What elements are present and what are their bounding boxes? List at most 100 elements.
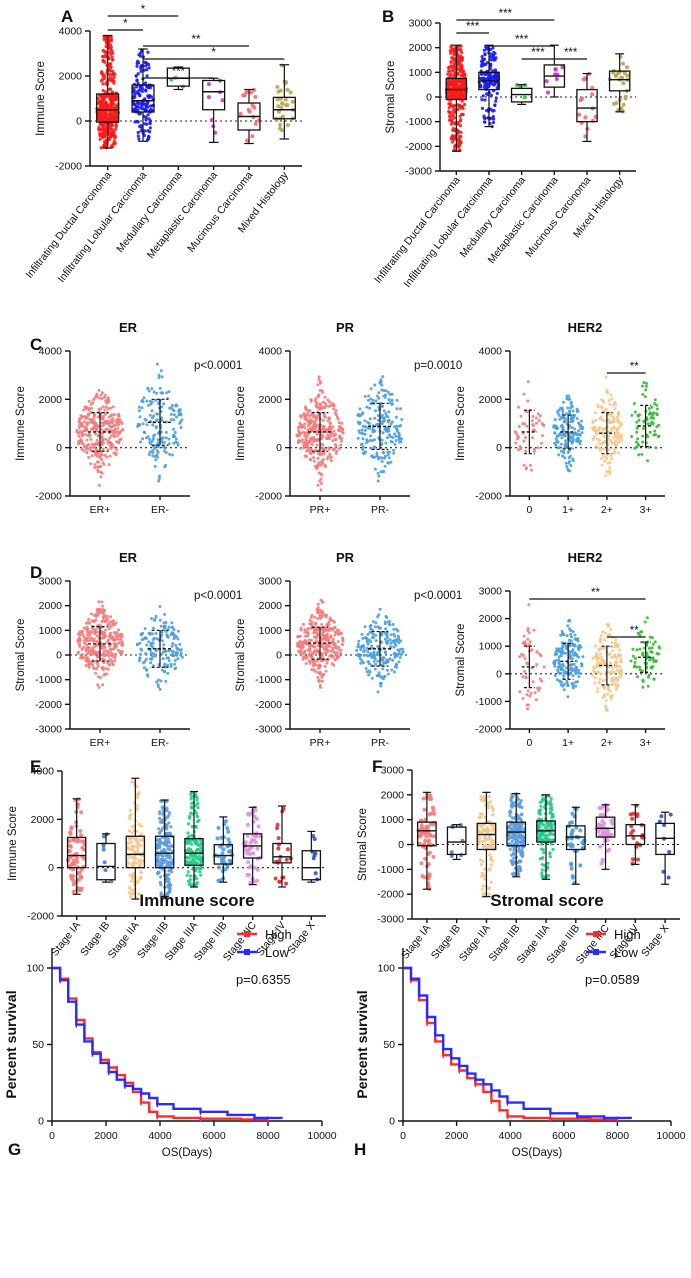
data-point-C2-0: [305, 449, 309, 453]
data-point-A-0: [111, 69, 115, 73]
data-point-D1-0: [109, 615, 113, 619]
p-value-C1: p<0.0001: [194, 360, 242, 372]
data-point-B-0: [460, 99, 464, 103]
data-point-C1-1: [140, 406, 144, 410]
data-point-C2-0: [316, 414, 320, 418]
data-point-A-1: [132, 102, 136, 106]
data-point-A-5: [284, 103, 289, 108]
data-point-D3-2: [607, 688, 611, 692]
data-point-D1-0: [86, 633, 89, 636]
data-point-A-1: [139, 129, 143, 133]
data-point-C3-2: [620, 433, 624, 437]
data-point-C1-0: [100, 443, 104, 447]
data-point-C1-0: [99, 465, 102, 469]
data-point-C2-0: [313, 414, 316, 418]
data-point-C2-1: [356, 436, 360, 440]
data-point-A-1: [138, 51, 143, 55]
data-point-C2-0: [338, 425, 342, 429]
data-point-B-0: [455, 91, 459, 95]
data-point-C3-0: [541, 434, 544, 438]
data-point-C1-0: [116, 434, 119, 438]
data-point-C1-1: [148, 450, 152, 454]
data-point-C3-2: [613, 400, 617, 404]
data-point-D3-0: [532, 628, 536, 632]
data-point-A-1: [135, 64, 139, 68]
data-point-C3-2: [607, 398, 611, 402]
data-point-D3-1: [576, 637, 580, 641]
data-point-D3-2: [596, 686, 600, 690]
data-point-D1-0: [109, 636, 113, 640]
data-point-C2-0: [304, 438, 308, 442]
data-point-C1-1: [156, 412, 159, 416]
data-point-C3-2: [602, 419, 606, 423]
data-point-B-0: [452, 62, 456, 66]
data-point-C2-1: [399, 407, 402, 411]
data-point-D3-2: [611, 649, 615, 653]
data-point-C1-1: [179, 420, 183, 424]
data-point-C3-2: [612, 417, 616, 420]
data-point-B-0: [451, 58, 456, 62]
data-point-D2-1: [386, 672, 390, 676]
data-point-A-5: [285, 123, 290, 128]
data-point-D3-0: [521, 697, 525, 700]
data-point-C1-1: [144, 418, 148, 422]
data-point-D2-0: [310, 613, 314, 617]
data-point-D3-3: [646, 684, 650, 688]
data-point-A-1: [137, 61, 141, 65]
data-point-D3-0: [535, 650, 539, 654]
data-point-C2-0: [303, 454, 307, 458]
data-point-A-4: [238, 111, 243, 116]
data-point-D2-1: [374, 662, 378, 666]
data-point-C2-0: [308, 414, 312, 418]
data-point-D2-0: [326, 627, 330, 631]
data-point-C3-0: [538, 414, 542, 418]
data-point-E-1: [103, 868, 108, 873]
data-point-C3-2: [611, 403, 615, 407]
data-point-D2-1: [383, 620, 387, 624]
data-point-C1-1: [176, 443, 180, 447]
data-point-D2-1: [372, 650, 376, 654]
data-point-A-0: [114, 124, 118, 128]
y-tick-label-D2: 3000: [259, 576, 283, 588]
data-point-D3-1: [573, 637, 577, 641]
data-point-D3-1: [580, 663, 584, 666]
data-point-E-4: [198, 870, 202, 874]
data-point-C3-1: [568, 454, 572, 458]
data-point-D3-3: [650, 650, 654, 654]
data-point-D1-0: [112, 647, 116, 651]
data-point-D1-0: [84, 649, 88, 653]
data-point-D1-0: [111, 621, 114, 625]
data-point-D3-1: [566, 684, 570, 688]
data-point-A-1: [135, 85, 139, 89]
significance-label-B: ***: [564, 47, 578, 59]
y-tick-label-E: -2000: [27, 911, 54, 923]
data-point-C2-0: [311, 440, 315, 444]
data-point-D3-1: [559, 633, 563, 637]
data-point-D1-0: [82, 656, 86, 659]
data-point-D3-1: [560, 680, 563, 684]
data-point-D2-0: [328, 654, 332, 658]
data-point-C1-1: [173, 430, 177, 434]
data-point-D1-1: [149, 661, 153, 665]
data-point-C2-0: [327, 446, 331, 450]
data-point-B-5: [613, 74, 618, 79]
y-tick-label-A: 2000: [59, 71, 83, 83]
data-point-C3-3: [630, 435, 634, 438]
data-point-C3-1: [579, 426, 583, 430]
data-point-C3-1: [569, 406, 573, 410]
data-point-C2-1: [389, 440, 393, 443]
data-point-C1-1: [152, 390, 156, 394]
data-point-D2-0: [313, 645, 316, 649]
data-point-B-0: [460, 50, 464, 55]
data-point-D1-0: [104, 628, 107, 632]
data-point-D2-1: [362, 644, 365, 647]
data-point-D2-0: [310, 655, 314, 659]
data-point-E-2: [136, 879, 140, 883]
data-point-D3-1: [560, 646, 564, 650]
data-point-C1-0: [94, 432, 98, 436]
data-point-D2-0: [313, 628, 317, 632]
data-point-D1-0: [120, 649, 124, 653]
data-point-C1-0: [115, 448, 119, 451]
data-point-E-2: [129, 840, 133, 844]
panel-label-d: D: [30, 563, 42, 582]
